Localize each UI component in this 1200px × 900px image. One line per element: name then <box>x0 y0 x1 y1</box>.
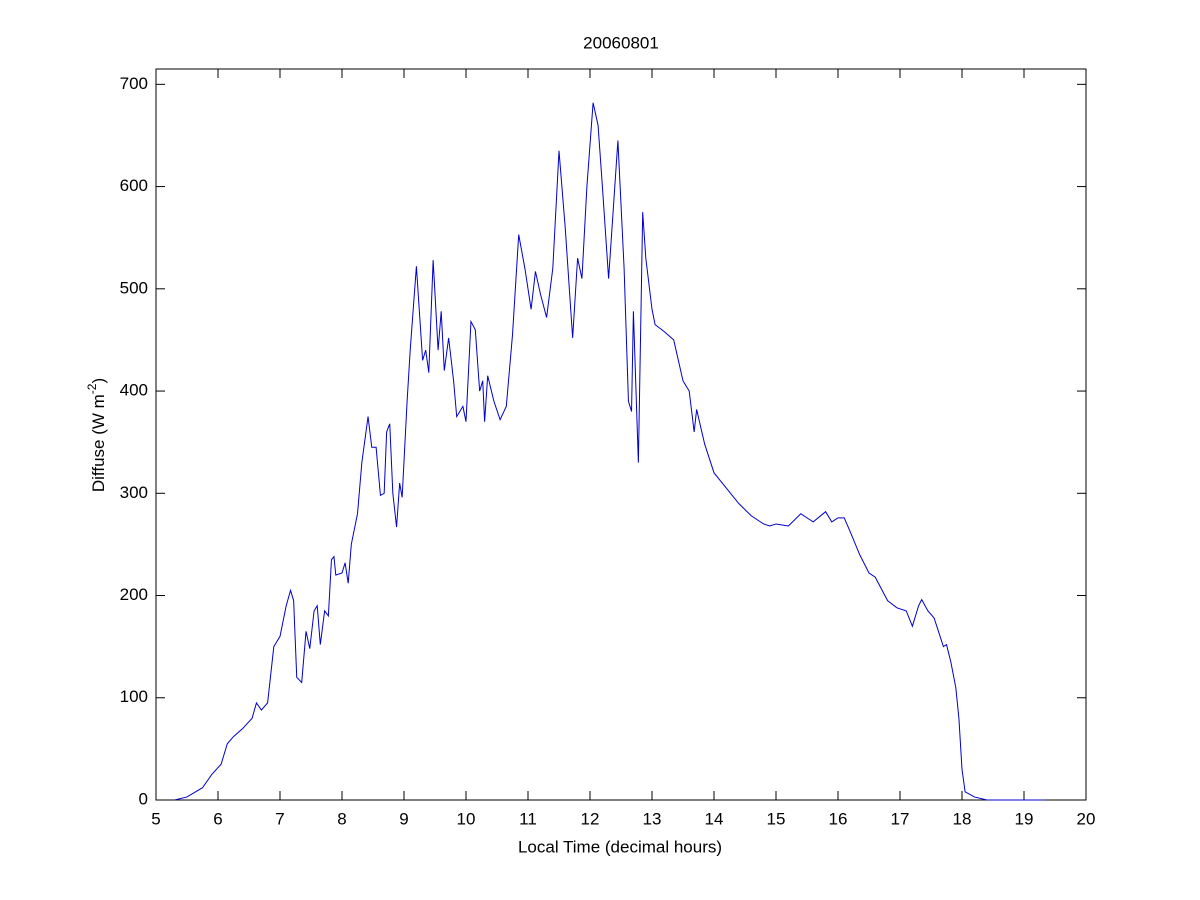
y-label-text: Diffuse (W m <box>89 394 108 492</box>
x-tick-label: 13 <box>643 809 662 828</box>
y-tick-label: 0 <box>139 789 148 808</box>
x-tick-label: 14 <box>705 809 724 828</box>
chart-title: 20060801 <box>583 33 659 52</box>
y-tick-label: 700 <box>120 74 148 93</box>
x-tick-label: 12 <box>581 809 600 828</box>
x-tick-label: 16 <box>829 809 848 828</box>
x-axis-label: Local Time (decimal hours) <box>518 837 722 856</box>
y-axis-label: Diffuse (W m-2) <box>85 378 108 492</box>
x-tick-label: 8 <box>337 809 346 828</box>
y-tick-label: 300 <box>120 483 148 502</box>
x-tick-label: 5 <box>151 809 160 828</box>
x-tick-label: 11 <box>519 809 537 828</box>
x-tick-label: 19 <box>1015 809 1034 828</box>
x-tick-label: 6 <box>213 809 222 828</box>
y-tick-label: 600 <box>120 176 148 195</box>
x-tick-label: 9 <box>399 809 408 828</box>
y-tick-label: 200 <box>120 585 148 604</box>
y-label-close: ) <box>89 378 108 384</box>
x-tick-label: 20 <box>1077 809 1096 828</box>
y-tick-label: 500 <box>120 278 148 297</box>
x-tick-label: 17 <box>891 809 910 828</box>
y-tick-label: 100 <box>120 687 148 706</box>
x-tick-label: 7 <box>275 809 284 828</box>
data-line <box>174 102 1046 801</box>
y-tick-label: 400 <box>120 381 148 400</box>
y-label-exponent: -2 <box>85 383 99 394</box>
x-tick-label: 10 <box>457 809 476 828</box>
x-tick-label: 18 <box>953 809 972 828</box>
axes-box <box>155 68 1087 801</box>
x-tick-label: 15 <box>767 809 786 828</box>
